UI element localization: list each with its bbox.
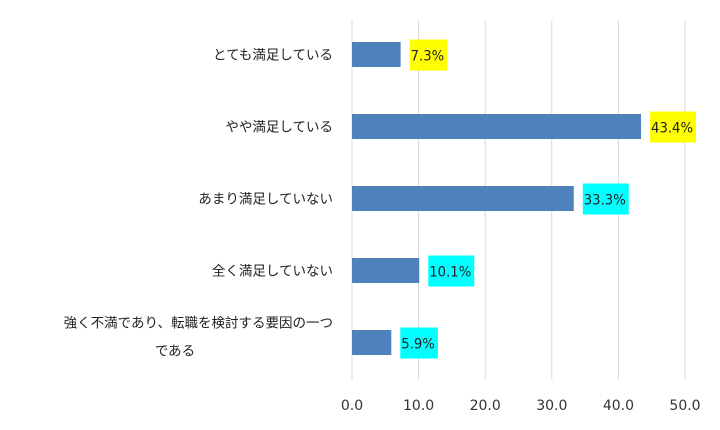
x-tick-label: 40.0 xyxy=(603,398,634,414)
bar xyxy=(352,186,574,211)
data-label: 33.3% xyxy=(584,193,626,209)
x-tick-label: 50.0 xyxy=(669,398,700,414)
data-label-highlight xyxy=(400,327,438,359)
data-label: 10.1% xyxy=(429,265,471,281)
category-label: とても満足している xyxy=(213,48,333,64)
data-label-highlight xyxy=(650,111,697,143)
data-label-highlight xyxy=(428,255,475,287)
bar xyxy=(352,114,642,139)
data-label-highlight xyxy=(409,39,448,71)
data-label: 7.3% xyxy=(411,49,445,65)
data-label-highlight xyxy=(582,183,629,215)
bar xyxy=(352,42,401,67)
data-label: 5.9% xyxy=(401,337,435,353)
category-label: である xyxy=(155,344,195,360)
x-tick-label: 30.0 xyxy=(536,398,567,414)
category-label: あまり満足していない xyxy=(198,192,333,208)
category-label: やや満足している xyxy=(225,120,333,136)
category-label: 全く満足していない xyxy=(212,263,333,280)
category-label: 強く不満であり、転職を検討する要因の一つ xyxy=(64,316,333,332)
x-tick-label: 0.0 xyxy=(341,398,363,414)
x-tick-label: 20.0 xyxy=(470,398,501,414)
x-tick-label: 10.0 xyxy=(403,398,434,414)
bar xyxy=(352,330,392,355)
data-label: 43.4% xyxy=(651,121,693,137)
bar xyxy=(352,258,420,283)
